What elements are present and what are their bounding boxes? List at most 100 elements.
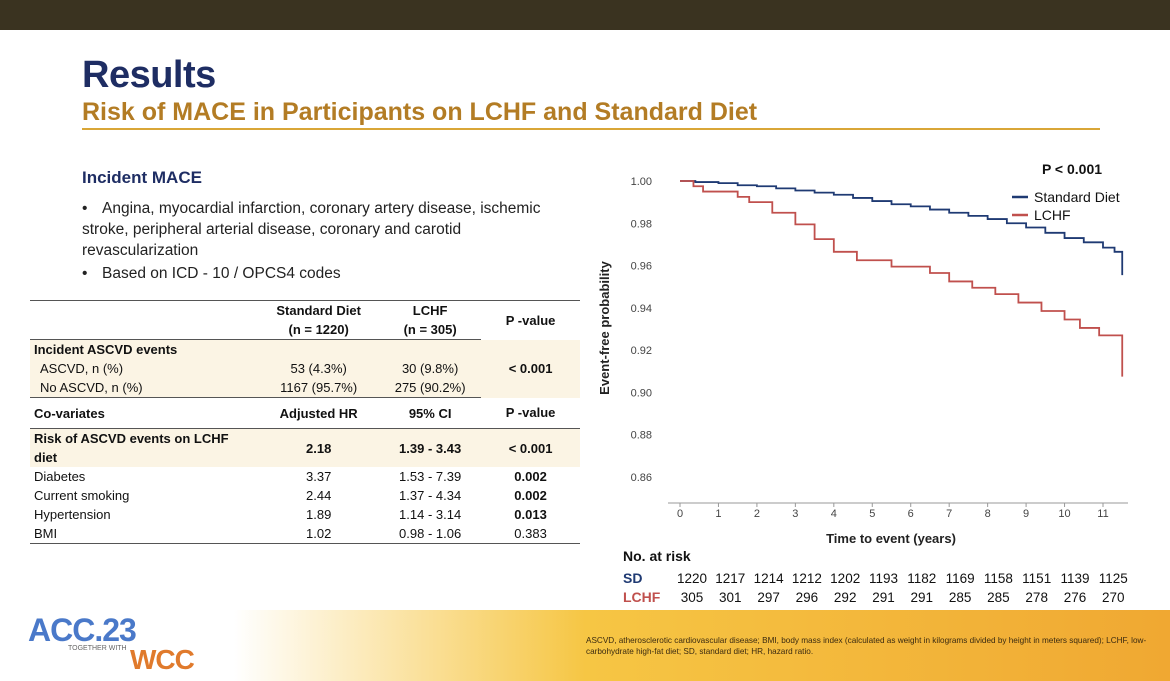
y-tick-label: 0.90	[631, 387, 652, 399]
header-covariates: Co-variates	[30, 397, 259, 429]
cell-blank	[258, 339, 380, 359]
p-value-annotation: P < 0.001	[1042, 161, 1102, 177]
header-lchf-label: LCHF	[412, 303, 448, 318]
risk-value: 296	[796, 590, 819, 605]
section-title: Incident MACE	[82, 168, 202, 187]
table-row: No ASCVD, n (%) 1167 (95.7%) 275 (90.2%)	[30, 378, 580, 398]
risk-value: 1212	[792, 571, 822, 586]
risk-value: 276	[1064, 590, 1087, 605]
header-lchf-n: (n = 305)	[379, 320, 482, 340]
risk-value: 297	[757, 590, 780, 605]
y-tick-label: 1.00	[631, 176, 652, 188]
risk-value: 1139	[1060, 571, 1089, 586]
y-ticks: 1.00 0.98 0.96 0.94 0.92 0.90 0.88 0.86	[631, 176, 652, 484]
row-hr: 3.37	[306, 469, 332, 484]
x-tick-label: 9	[1023, 508, 1029, 520]
cell-blank	[379, 339, 482, 359]
header-pvalue: P -value	[481, 300, 580, 340]
bullet-dot: •	[82, 265, 88, 282]
row-p: < 0.001	[481, 428, 580, 467]
table-header-row: Standard Diet LCHF P -value	[30, 300, 580, 340]
logo-together-with: TOGETHER WITH	[68, 645, 127, 652]
x-axis-label: Time to event (years)	[826, 531, 956, 546]
risk-value: 278	[1025, 590, 1048, 605]
top-bar	[0, 0, 1170, 30]
risk-value: 1182	[907, 571, 936, 586]
x-tick-label: 10	[1058, 508, 1070, 520]
row-ci: 0.98 - 1.06	[379, 524, 482, 544]
row-label: BMI	[30, 524, 259, 544]
row-label: ASCVD, n (%)	[30, 359, 259, 378]
row-label: Diabetes	[34, 469, 86, 484]
x-tick-label: 2	[754, 508, 760, 520]
y-axis-label: Event-free probability	[597, 260, 612, 394]
row-sd: 53 (4.3%)	[258, 359, 380, 378]
table-row: BMI 1.02 0.98 - 1.06 0.383	[30, 524, 580, 544]
covariates-header-row: Co-variates Adjusted HR 95% CI P -value	[30, 397, 580, 429]
x-tick-label: 6	[908, 508, 914, 520]
x-tick-label: 0	[677, 508, 683, 520]
wcc-logo: WCC	[130, 644, 195, 675]
risk-value: 301	[719, 590, 742, 605]
row-ci: 1.37 - 4.34	[399, 488, 462, 503]
row-label: No ASCVD, n (%)	[30, 378, 259, 398]
x-tick-label: 11	[1097, 508, 1108, 520]
footer-band	[0, 610, 1170, 681]
header-lchf: LCHF	[379, 300, 482, 320]
header-sd-n: (n = 1220)	[258, 320, 380, 340]
risk-value: 1217	[715, 571, 745, 586]
header-pvalue-2: P -value	[481, 397, 580, 429]
table-header-row-2: (n = 1220) (n = 305)	[30, 320, 580, 340]
row-p: 0.002	[514, 488, 547, 503]
header-ci: 95% CI	[379, 397, 482, 429]
table-row: Diabetes 3.37 1.53 - 7.39 0.002	[30, 467, 580, 486]
bullet-dot: •	[82, 200, 88, 217]
acc-logo: ACC.23	[28, 612, 137, 648]
risk-value: 1158	[984, 571, 1013, 586]
bullet-1: • Angina, myocardial infarction, coronar…	[82, 198, 552, 261]
row-hr: 2.18	[258, 428, 380, 467]
slide-title: Results	[82, 54, 216, 96]
risk-value: 285	[949, 590, 972, 605]
row-hr: 1.89	[306, 507, 332, 522]
y-tick-label: 0.86	[631, 472, 652, 484]
risk-value: 291	[911, 590, 934, 605]
series-lines	[680, 180, 1124, 377]
legend: Standard Diet LCHF	[1012, 189, 1120, 223]
risk-value: 1151	[1022, 571, 1051, 586]
row-label: Current smoking	[34, 488, 130, 503]
header-blank	[30, 300, 259, 320]
risk-value: 285	[987, 590, 1010, 605]
series-line-lchf	[680, 180, 1124, 377]
row-hr: 1.02	[258, 524, 380, 544]
plot-area	[668, 161, 1128, 503]
risk-value: 1214	[754, 571, 785, 586]
slide-subtitle: Risk of MACE in Participants on LCHF and…	[82, 98, 758, 126]
x-tick-label: 3	[792, 508, 798, 520]
x-tick-label: 8	[985, 508, 991, 520]
row-p: 0.002	[514, 469, 547, 484]
header-blank-2	[30, 320, 259, 340]
x-tick-label: 5	[869, 508, 875, 520]
y-tick-label: 0.98	[631, 218, 652, 230]
table-row: ASCVD, n (%) 53 (4.3%) 30 (9.8%)	[30, 359, 580, 378]
row-lchf: 275 (90.2%)	[379, 378, 482, 398]
legend-label: Standard Diet	[1034, 189, 1120, 205]
risk-value: 1125	[1099, 571, 1128, 586]
bullet-1-text: Angina, myocardial infarction, coronary …	[82, 200, 541, 259]
risk-value: 1193	[869, 571, 898, 586]
y-tick-label: 0.96	[631, 261, 652, 273]
bullet-2-text: Based on ICD - 10 / OPCS4 codes	[102, 265, 341, 282]
risk-value: 305	[681, 590, 704, 605]
y-tick-label: 0.92	[631, 345, 652, 357]
row-sd: 1167 (95.7%)	[258, 378, 380, 398]
x-tick-label: 7	[946, 508, 952, 520]
risk-table-title: No. at risk	[623, 548, 691, 564]
row-label: Hypertension	[34, 507, 111, 522]
legend-label: LCHF	[1034, 207, 1071, 223]
row-ci: 1.39 - 3.43	[379, 428, 482, 467]
x-ticks: 0 1 2 3 4 5 6 7 8 9 10 11	[677, 503, 1109, 520]
risk-table: SD 1220 1217 1214 1212 1202 1193 1182 1169 1158 11…	[623, 570, 1128, 605]
header-standard-diet: Standard Diet	[258, 300, 380, 320]
